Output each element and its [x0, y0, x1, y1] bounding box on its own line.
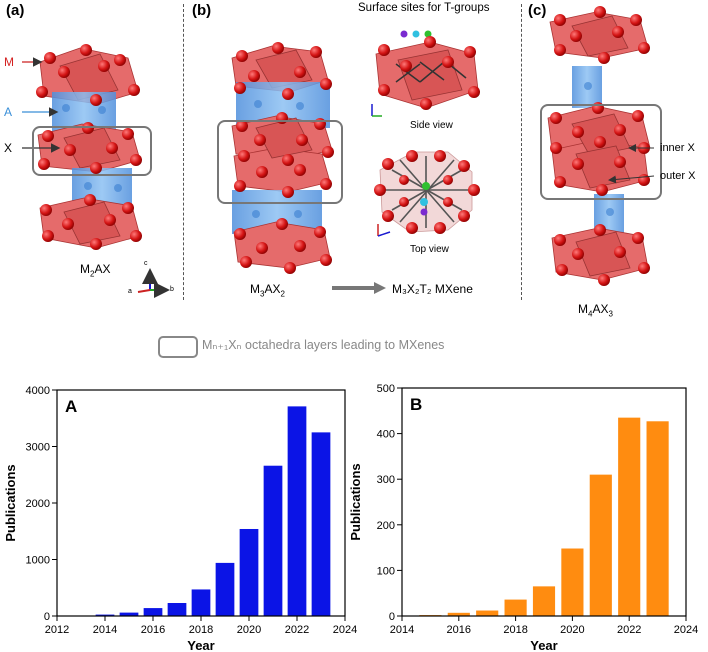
outer-x-label: outer X	[660, 170, 696, 182]
y-tick-label: 300	[377, 474, 395, 486]
bar-2023	[311, 432, 331, 616]
y-tick-label: 4000	[26, 385, 50, 397]
panel-label: B	[410, 395, 422, 414]
chart-b: 2014 2016 2018 2020 2022 2024 0 100 200 300 400 500…	[348, 383, 698, 652]
bar-2020	[239, 528, 259, 616]
x-tick-label: 2022	[285, 624, 309, 636]
x-tick-label: 2014	[390, 624, 414, 636]
axis-c-label: c	[144, 260, 148, 267]
publication-charts: 2012 2014 2016 2018 2020 2022 2024010002000300…	[3, 383, 698, 652]
plot-frame	[401, 387, 687, 617]
x-tick-label: 2024	[674, 624, 698, 636]
x-tick-label: 2022	[617, 624, 641, 636]
divider-right	[521, 4, 522, 300]
x-tick-label: 2020	[560, 624, 584, 636]
bar-2014	[95, 614, 115, 616]
crystal-structures-svg	[22, 6, 655, 298]
bar-2019	[215, 562, 235, 616]
bar-2020	[561, 548, 584, 616]
x-axis-label: Year	[530, 638, 557, 652]
label-a: A	[4, 105, 13, 119]
inner-x-label: inner X	[660, 142, 695, 154]
bar-2016	[447, 612, 470, 616]
mxene-label: M₃X₂T₂ MXene	[392, 282, 473, 296]
formula-m2ax: M2AX	[80, 262, 111, 279]
top-view-label: Top view	[410, 244, 449, 255]
side-view-label: Side view	[410, 120, 453, 131]
bar-2023	[646, 421, 669, 616]
axis-a-label: a	[128, 288, 132, 295]
formula-m3ax2: M3AX2	[250, 282, 285, 299]
y-tick-label: 1000	[26, 555, 50, 567]
top-view-structure	[374, 150, 480, 237]
x-tick-label: 2024	[333, 624, 357, 636]
legend-box-symbol	[158, 336, 198, 358]
panel-label: A	[65, 397, 77, 416]
y-axis-label: Publications	[348, 463, 363, 540]
y-tick-label: 400	[377, 429, 395, 441]
label-x: X	[4, 141, 13, 155]
y-axis-label: Publications	[3, 464, 18, 541]
bar-2018	[504, 599, 527, 616]
bar-2019	[532, 586, 556, 616]
bar-2018	[191, 589, 211, 616]
side-view-structure	[371, 30, 480, 117]
label-m: M	[4, 55, 14, 69]
axis-b-label: b	[170, 286, 174, 293]
panel-label-a: (a)	[6, 2, 25, 19]
bar-2021	[589, 474, 612, 616]
x-tick-label: 2018	[503, 624, 527, 636]
x-axis-label: Year	[187, 638, 214, 652]
panel-label-b: (b)	[192, 2, 212, 19]
panel-label-c: (c)	[528, 2, 547, 19]
y-tick-label: 3000	[26, 442, 50, 454]
y-tick-label: 500	[377, 383, 395, 395]
structure-a	[36, 44, 170, 298]
surface-sites-title: Surface sites for T-groups	[358, 2, 490, 14]
y-tick-label: 0	[389, 611, 395, 623]
bar-2021	[263, 465, 283, 616]
formula-m4ax3: M4AX3	[578, 302, 613, 319]
chart-a: 2012 2014 2016 2018 2020 2022 2024 0 1000 2000 300…	[3, 385, 357, 652]
bracket-c	[540, 104, 662, 200]
x-tick-label: 2018	[189, 624, 213, 636]
y-tick-label: 2000	[26, 498, 50, 510]
y-tick-label: 200	[377, 520, 395, 532]
bracket-b	[217, 120, 343, 204]
bracket-a	[32, 126, 152, 176]
bar-2022	[287, 406, 307, 616]
structure-c	[547, 6, 655, 286]
y-tick-label: 0	[44, 611, 50, 623]
bar-2017	[167, 603, 187, 616]
x-tick-label: 2016	[141, 624, 165, 636]
x-tick-label: 2016	[447, 624, 471, 636]
bar-2015	[119, 612, 139, 616]
x-tick-label: 2020	[237, 624, 261, 636]
bar-2022	[618, 417, 641, 616]
bar-2016	[143, 608, 163, 616]
x-tick-label: 2014	[93, 624, 117, 636]
legend-text: Mₙ₊₁Xₙ octahedra layers leading to MXene…	[202, 338, 445, 352]
divider-left	[183, 4, 184, 300]
y-tick-label: 100	[377, 565, 395, 577]
x-tick-label: 2012	[45, 624, 69, 636]
bar-2017	[476, 610, 499, 616]
